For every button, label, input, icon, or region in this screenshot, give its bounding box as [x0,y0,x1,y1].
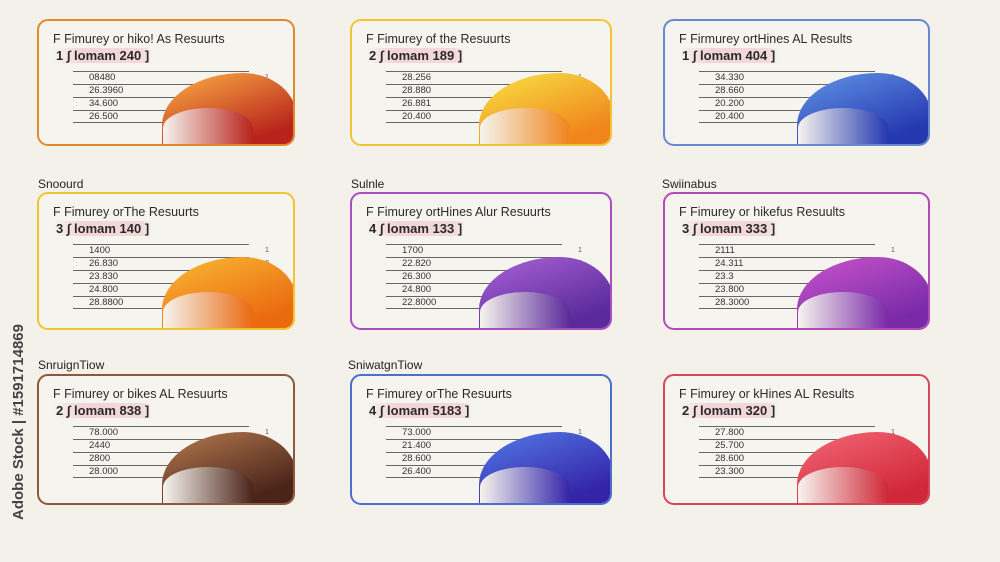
value-row: 23.3 [699,270,875,283]
result-card: F Fimurey or bikes AL Resuurts 2 ∫ lomam… [37,374,295,505]
gradient-wave-shape [798,467,888,503]
result-card: F Fimurey orThe Resuurts 3 ∫ lomam 140 ]… [37,192,295,330]
value-row: 1700 [386,244,562,257]
value-row: 22.820 [386,257,562,270]
gradient-wave-shape [163,108,253,144]
value-row: 26.830 [73,257,249,270]
value-row: 24.311 [699,257,875,270]
card-subtitle: 3 ∫ lomam 333 ] [679,221,779,236]
value-row: 34.600 [73,97,249,110]
card-subtitle: 3 ∫ lomam 140 ] [53,221,153,236]
value-row: 24.800 [386,283,562,296]
gradient-wave-shape [798,292,888,328]
result-card: F Fimurey of the Resuurts 2 ∫ lomam 189 … [350,19,612,146]
result-card: F Fimurey or kHines AL Results 2 ∫ lomam… [663,374,930,505]
value-row: 78.000 [73,426,249,439]
result-card: F Firmurey ortHines AL Results 1 ∫ lomam… [663,19,930,146]
value-row: 20.200 [699,97,875,110]
value-list: 1700 22.820 26.300 24.800 22.8000 [386,244,562,309]
card-title: F Fimurey of the Resuurts [366,32,511,46]
value-row: 28.600 [699,452,875,465]
gradient-wave-shape [163,292,253,328]
marker: 1 [265,429,269,436]
value-row: 25.700 [699,439,875,452]
value-list: 34.330 28.660 20.200 20.400 [699,71,875,123]
marker: 1 [891,247,895,254]
watermark: Adobe Stock | #1591714869 [10,324,27,520]
value-row: 22.8000 [386,296,562,309]
value-row: 34.330 [699,71,875,84]
value-row: 23.800 [699,283,875,296]
card-title: F Fimurey or hiko! As Resuurts [53,32,225,46]
value-row: 23.300 [699,465,875,478]
value-row: 27.800 [699,426,875,439]
result-card: F Fimurey or hikefus Resuults 3 ∫ lomam … [663,192,930,330]
value-row: 28.600 [386,452,562,465]
result-card: F Fimurey or hiko! As Resuurts 1 ∫ lomam… [37,19,295,146]
card-subtitle: 4 ∫ lomam 5183 ] [366,403,473,418]
card-title: F Fimurey orThe Resuurts [366,387,512,401]
value-row: 26.500 [73,110,249,123]
marker: 1 [578,429,582,436]
section-label: SnruignTiow [38,358,105,372]
card-subtitle: 1 ∫ lomam 240 ] [53,48,153,63]
card-subtitle: 2 ∫ lomam 189 ] [366,48,466,63]
gradient-wave-shape [480,108,570,144]
value-list: 2111 24.311 23.3 23.800 28.3000 [699,244,875,309]
value-row: 08480 [73,71,249,84]
section-label: SniwatgnTiow [348,358,423,372]
result-card: F Fimurey orThe Resuurts 4 ∫ lomam 5183 … [350,374,612,505]
value-row: 23.830 [73,270,249,283]
gradient-wave-shape [480,467,570,503]
card-title: F Fimurey ortHines Alur Resuurts [366,205,551,219]
marker: 1 [891,429,895,436]
value-row: 26.300 [386,270,562,283]
card-title: F Fimurey orThe Resuurts [53,205,199,219]
marker: 1 [578,247,582,254]
value-row: 26.400 [386,465,562,478]
card-subtitle: 1 ∫ lomam 404 ] [679,48,779,63]
gradient-wave-shape [163,467,253,503]
card-title: F Fimurey or kHines AL Results [679,387,855,401]
value-row: 28.880 [386,84,562,97]
card-subtitle: 4 ∫ lomam 133 ] [366,221,466,236]
card-subtitle: 2 ∫ lomam 320 ] [679,403,779,418]
value-list: 78.000 2440 2800 28.000 [73,426,249,478]
value-row: 28.660 [699,84,875,97]
value-row: 73.000 [386,426,562,439]
card-subtitle: 2 ∫ lomam 838 ] [53,403,153,418]
result-card: F Fimurey ortHines Alur Resuurts 4 ∫ lom… [350,192,612,330]
value-row: 28.256 [386,71,562,84]
value-row: 28.8800 [73,296,249,309]
gradient-wave-shape [480,292,570,328]
card-title: F Fimurey or bikes AL Resuurts [53,387,228,401]
value-row: 20.400 [386,110,562,123]
value-row: 28.3000 [699,296,875,309]
section-label: Snoourd [38,177,84,191]
section-label: Swiinabus [662,177,717,191]
value-row: 2440 [73,439,249,452]
value-row: 26.881 [386,97,562,110]
value-row: 2800 [73,452,249,465]
gradient-wave-shape [798,108,888,144]
value-row: 24.800 [73,283,249,296]
value-row: 2111 [699,244,875,257]
marker: 1 [265,247,269,254]
value-list: 27.800 25.700 28.600 23.300 [699,426,875,478]
value-list: 28.256 28.880 26.881 20.400 [386,71,562,123]
value-row: 21.400 [386,439,562,452]
value-list: 08480 26.3960 34.600 26.500 [73,71,249,123]
section-label: Sulnle [351,177,385,191]
card-title: F Fimurey or hikefus Resuults [679,205,846,219]
value-row: 1400 [73,244,249,257]
value-row: 26.3960 [73,84,249,97]
value-row: 28.000 [73,465,249,478]
card-title: F Firmurey ortHines AL Results [679,32,853,46]
value-row: 20.400 [699,110,875,123]
value-list: 73.000 21.400 28.600 26.400 [386,426,562,478]
value-list: 1400 26.830 23.830 24.800 28.8800 [73,244,249,309]
